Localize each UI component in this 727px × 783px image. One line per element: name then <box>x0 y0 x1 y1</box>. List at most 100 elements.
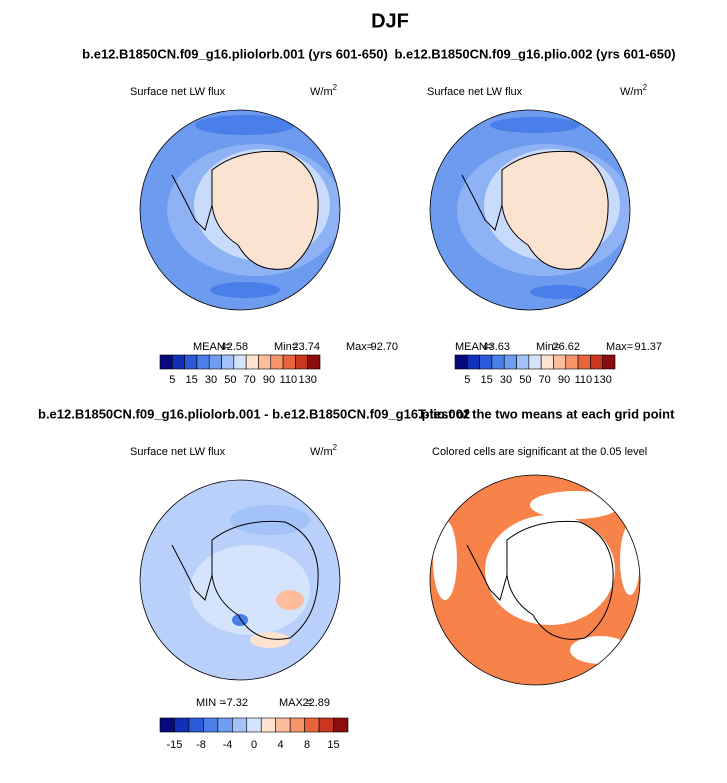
units: W/m2 <box>310 83 338 98</box>
units: W/m2 <box>310 443 338 458</box>
colorbar-cell <box>172 354 185 370</box>
panel-title: T-test of the two means at each grid poi… <box>418 406 675 421</box>
colorbar-cell <box>565 354 579 370</box>
colorbar-label: 30 <box>500 374 512 386</box>
colorbar-label: 70 <box>539 374 551 386</box>
colorbar-cell <box>333 717 349 733</box>
stat: Min= <box>274 341 298 353</box>
units: W/m2 <box>620 83 648 98</box>
colorbar-cell <box>270 354 284 370</box>
map-outline <box>139 479 341 681</box>
panel-subtitle: Colored cells are significant at the 0.0… <box>432 446 647 458</box>
colorbar-label: 30 <box>205 374 217 386</box>
figure-title: DJF <box>371 10 409 32</box>
units-superscript: 2 <box>333 443 338 452</box>
colorbar-label: -4 <box>223 739 233 751</box>
colorbar-cell <box>275 717 291 733</box>
colorbar-cell <box>491 354 505 370</box>
colorbar-cell <box>577 354 591 370</box>
colorbar-cell <box>196 354 210 370</box>
panel-title: b.e12.B1850CN.f09_g16.pliolorb.001 - b.e… <box>38 406 470 421</box>
colorbar-cell <box>516 354 530 370</box>
stat: 92.70 <box>370 341 398 353</box>
colorbar-label: 130 <box>299 374 317 386</box>
colorbar-cell <box>221 354 235 370</box>
colorbar-cell <box>282 354 296 370</box>
stat: 42.58 <box>220 341 248 353</box>
colorbar-cell <box>540 354 554 370</box>
colorbar-label: 15 <box>186 374 198 386</box>
stat: MAX = <box>279 697 312 709</box>
stat: 23.74 <box>292 341 320 353</box>
colorbar-cell <box>188 717 204 733</box>
colorbar-cell <box>602 354 616 370</box>
panel-subtitle: Surface net LW flux <box>130 446 226 458</box>
colorbar-cell <box>184 354 198 370</box>
colorbar-label: 110 <box>280 374 298 386</box>
panel-subtitle: Surface net LW flux <box>427 86 523 98</box>
map <box>140 480 340 680</box>
colorbar-label: 15 <box>481 374 493 386</box>
stat: MEAN= <box>455 341 493 353</box>
colorbar-cell <box>258 354 272 370</box>
units-superscript: 2 <box>333 83 338 92</box>
stat: 43.63 <box>482 341 510 353</box>
map <box>430 475 640 685</box>
colorbar-cell <box>159 354 173 370</box>
stat: Max= <box>346 341 373 353</box>
panel-title: b.e12.B1850CN.f09_g16.plio.002 (yrs 601-… <box>394 46 675 61</box>
colorbar-cell <box>304 717 320 733</box>
units-superscript: 2 <box>643 83 648 92</box>
map-outline <box>429 109 631 311</box>
panel-subtitle: Surface net LW flux <box>130 86 226 98</box>
colorbar-label: 4 <box>277 739 283 751</box>
colorbar-cell <box>295 354 308 370</box>
colorbar-label: 90 <box>558 374 570 386</box>
colorbar-label: 90 <box>263 374 275 386</box>
colorbar-cell <box>260 717 276 733</box>
colorbar-cell <box>590 354 603 370</box>
colorbar-cell <box>318 717 334 733</box>
colorbar-cell <box>233 354 247 370</box>
colorbar-label: 5 <box>169 374 175 386</box>
colorbar-label: 8 <box>304 739 310 751</box>
colorbar-label: 110 <box>575 374 593 386</box>
colorbar-cell <box>174 717 190 733</box>
stat: Min= <box>536 341 560 353</box>
colorbar-label: 50 <box>224 374 236 386</box>
colorbar-label: 0 <box>251 739 257 751</box>
map-outline <box>139 109 341 311</box>
map-outline <box>429 474 641 686</box>
colorbar-label: 5 <box>464 374 470 386</box>
colorbar-cell <box>553 354 567 370</box>
colorbar-cell <box>203 717 219 733</box>
stat: MIN = <box>196 697 226 709</box>
stat: MEAN= <box>193 341 231 353</box>
colorbar-cell <box>467 354 480 370</box>
colorbar-cell <box>289 717 305 733</box>
colorbar-cell <box>307 354 321 370</box>
colorbar-label: 50 <box>519 374 531 386</box>
colorbar-label: -8 <box>196 739 206 751</box>
colorbar-label: 70 <box>244 374 256 386</box>
colorbar-cell <box>245 354 259 370</box>
colorbar-label: -15 <box>167 739 183 751</box>
colorbar-cell <box>217 717 233 733</box>
colorbar-cell <box>159 717 175 733</box>
stat: Max= <box>606 341 633 353</box>
colorbar-cell <box>479 354 493 370</box>
colorbar-label: 15 <box>327 739 339 751</box>
colorbar-cell <box>528 354 542 370</box>
colorbar-cell <box>208 354 222 370</box>
map <box>140 110 340 310</box>
stat: 91.37 <box>634 341 662 353</box>
colorbar-cell <box>232 717 248 733</box>
stat: 22.89 <box>302 697 330 709</box>
stat: 26.62 <box>552 341 580 353</box>
colorbar-cell <box>454 354 468 370</box>
colorbar-label: 130 <box>594 374 612 386</box>
colorbar-cell <box>503 354 517 370</box>
map <box>430 110 630 310</box>
stat: -7.32 <box>223 697 248 709</box>
